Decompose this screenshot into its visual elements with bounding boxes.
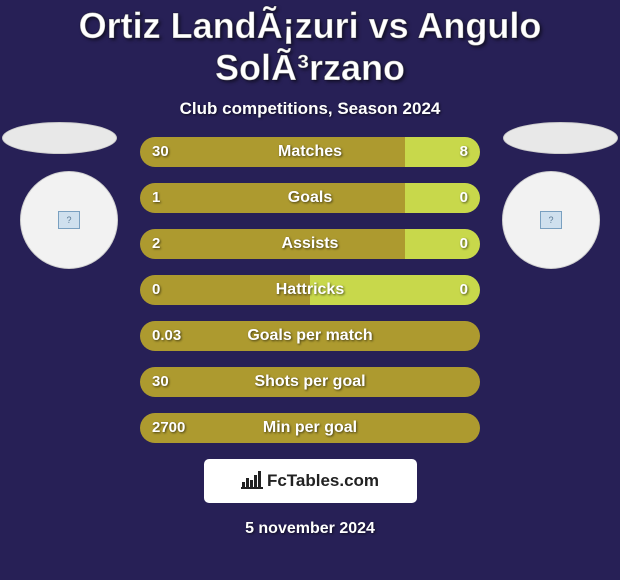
stat-label: Shots per goal bbox=[140, 367, 480, 397]
stat-label: Hattricks bbox=[140, 275, 480, 305]
stat-row: 308Matches bbox=[140, 137, 480, 167]
stat-label: Goals per match bbox=[140, 321, 480, 351]
subtitle: Club competitions, Season 2024 bbox=[0, 99, 620, 119]
stat-label: Matches bbox=[140, 137, 480, 167]
stat-label: Goals bbox=[140, 183, 480, 213]
stat-row: 00Hattricks bbox=[140, 275, 480, 305]
chart-icon bbox=[241, 469, 263, 494]
stat-label: Min per goal bbox=[140, 413, 480, 443]
player1-team-oval bbox=[2, 122, 117, 154]
image-placeholder-icon bbox=[540, 211, 562, 229]
stat-row: 0.03Goals per match bbox=[140, 321, 480, 351]
stat-row: 20Assists bbox=[140, 229, 480, 259]
logo-box: FcTables.com bbox=[204, 459, 417, 503]
player1-avatar bbox=[20, 171, 118, 269]
stat-row: 10Goals bbox=[140, 183, 480, 213]
stat-label: Assists bbox=[140, 229, 480, 259]
stat-row: 2700Min per goal bbox=[140, 413, 480, 443]
player2-team-oval bbox=[503, 122, 618, 154]
comparison-container: Ortiz LandÃ¡zuri vs Angulo SolÃ³rzano Cl… bbox=[0, 0, 620, 580]
player2-avatar bbox=[502, 171, 600, 269]
image-placeholder-icon bbox=[58, 211, 80, 229]
stat-row: 30Shots per goal bbox=[140, 367, 480, 397]
logo-text: FcTables.com bbox=[267, 471, 379, 491]
page-title: Ortiz LandÃ¡zuri vs Angulo SolÃ³rzano bbox=[0, 5, 620, 89]
stats-list: 308Matches 10Goals 20Assists 00Hattricks 0.0… bbox=[140, 137, 480, 443]
date-text: 5 november 2024 bbox=[0, 520, 620, 538]
